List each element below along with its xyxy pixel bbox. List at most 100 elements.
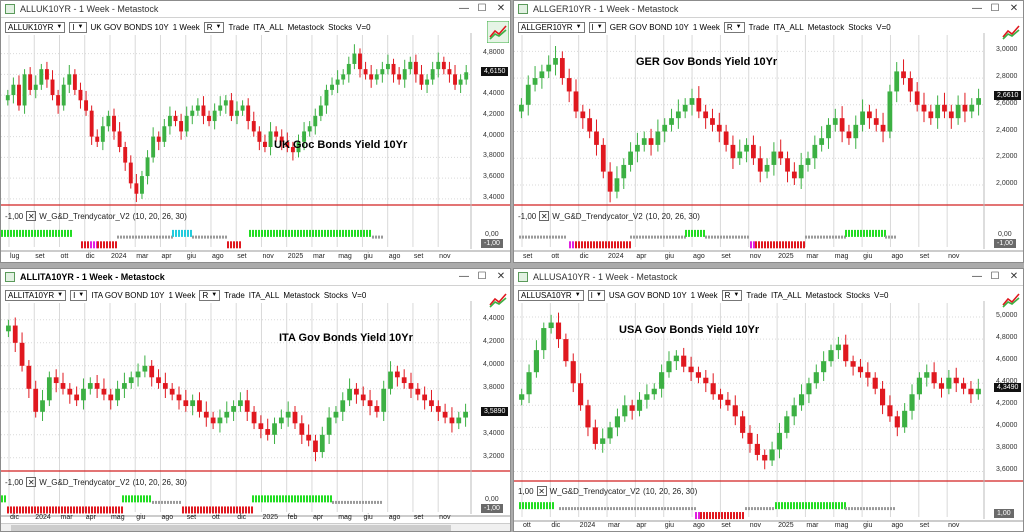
maximize-button[interactable]: ☐: [990, 271, 1000, 282]
range-select[interactable]: R ▼: [723, 21, 745, 33]
minimize-button[interactable]: —: [972, 3, 982, 14]
candle-body: [703, 377, 709, 384]
period-label: 1 Week: [168, 290, 196, 300]
candle-body: [367, 400, 373, 407]
trendycator-bar: [860, 507, 862, 511]
symbol-select[interactable]: ALLGER10YR ▼: [518, 21, 585, 33]
interval-select[interactable]: I ▼: [588, 21, 606, 33]
trendycator-bar: [587, 241, 589, 249]
candle-body: [285, 141, 290, 148]
candle-body: [968, 388, 974, 395]
trendycator-bar: [150, 235, 152, 239]
close-button[interactable]: ✕: [496, 271, 506, 282]
maximize-button[interactable]: ☐: [477, 271, 487, 282]
trendycator-bar: [546, 235, 548, 239]
candle-body: [901, 71, 906, 79]
minimize-button[interactable]: —: [972, 271, 982, 282]
close-button[interactable]: ✕: [1009, 3, 1019, 14]
trendycator-bar: [242, 506, 244, 514]
minimize-button[interactable]: —: [459, 3, 469, 14]
trendycator-bar: [854, 229, 856, 237]
horizontal-scrollbar[interactable]: [1, 523, 510, 531]
symbol-select[interactable]: ALLUSA10YR ▼: [518, 289, 584, 301]
trendycator-bar: [796, 502, 798, 510]
chevron-down-icon: ▼: [56, 24, 63, 30]
candle-body: [429, 400, 434, 407]
price-chart-usa[interactable]: [514, 269, 1024, 532]
interval-select[interactable]: I ▼: [69, 21, 87, 33]
time-axis-label: ago: [211, 253, 224, 260]
trendycator-bar: [224, 506, 226, 514]
trendycator-bar: [248, 506, 250, 514]
indicator-close-icon[interactable]: ✕: [539, 211, 550, 221]
symbol-select[interactable]: ALLITA10YR ▼: [5, 289, 67, 301]
chart-window-usa[interactable]: ALLUSA10YR - 1 Week - Metastock — ☐ ✕ ALLUSA…: [513, 268, 1024, 532]
logo-line-red: [489, 25, 507, 38]
trendycator-bar: [772, 507, 774, 511]
price-chart-ger[interactable]: [514, 1, 1024, 263]
close-button[interactable]: ✕: [1009, 271, 1019, 282]
trendycator-bar: [215, 506, 217, 514]
candle-body: [666, 361, 672, 373]
candle-body: [246, 105, 251, 122]
trendycator-bar: [764, 241, 766, 249]
candle-body: [614, 178, 620, 192]
price-chart-uk[interactable]: [1, 1, 511, 263]
candle-body: [39, 69, 44, 85]
interval-select[interactable]: I ▼: [587, 289, 605, 301]
maximize-button[interactable]: ☐: [990, 3, 1000, 14]
chart-window-ger[interactable]: ALLGER10YR - 1 Week - Metastock — ☐ ✕ ALLGER…: [513, 0, 1024, 263]
time-axis-label: giu: [863, 253, 873, 260]
trendycator-bar: [120, 235, 122, 239]
trendycator-bar: [703, 229, 705, 237]
time-axis-label: nov: [749, 253, 762, 260]
trendycator-bar: [58, 506, 60, 514]
trendycator-bar: [592, 507, 594, 511]
trendycator-bar: [128, 495, 130, 503]
minimize-button[interactable]: —: [459, 271, 469, 282]
candle-body: [240, 105, 245, 111]
close-button[interactable]: ✕: [496, 3, 506, 14]
trendycator-bar: [776, 241, 778, 249]
indicator-close-icon[interactable]: ✕: [26, 477, 37, 487]
trendycator-bar: [165, 235, 167, 239]
list-label: ITA_ALL: [770, 290, 802, 300]
candle-body: [857, 366, 864, 373]
trendycator-bar: [347, 500, 349, 504]
chart-window-uk[interactable]: ALLUK10YR - 1 Week - Metastock — ☐ ✕ ALLUK10…: [0, 0, 511, 263]
trendycator-bar: [891, 235, 893, 239]
scrollbar-thumb[interactable]: [11, 525, 451, 531]
candle-body: [573, 91, 579, 112]
candle-body: [791, 171, 797, 179]
time-axis-label: dic: [551, 522, 561, 529]
interval-select[interactable]: I ▼: [70, 289, 88, 301]
trendycator-bar: [666, 235, 668, 239]
trendycator-bar: [552, 235, 554, 239]
indicator-close-icon[interactable]: ✕: [26, 211, 37, 221]
range-select[interactable]: R ▼: [721, 289, 743, 301]
trendycator-bar: [109, 241, 111, 249]
price-chart-ita[interactable]: [1, 269, 511, 532]
candle-body: [806, 383, 812, 395]
candle-body: [268, 131, 273, 148]
trendycator-bar: [7, 506, 9, 514]
range-select[interactable]: R ▼: [203, 21, 225, 33]
trendycator-bar: [258, 495, 260, 503]
trendycator-bar: [273, 495, 275, 503]
symbol-select-value: ALLGER10YR: [521, 22, 573, 32]
candle-body: [688, 366, 694, 373]
candle-body: [585, 405, 591, 428]
symbol-select[interactable]: ALLUK10YR ▼: [5, 21, 66, 33]
range-select[interactable]: R ▼: [199, 289, 221, 301]
trendycator-bar: [748, 507, 750, 511]
candle-body: [318, 105, 323, 116]
time-axis-label: ott: [211, 514, 220, 521]
maximize-button[interactable]: ☐: [477, 3, 487, 14]
indicator-close-icon[interactable]: ✕: [536, 486, 547, 496]
candle-body: [6, 325, 11, 332]
trendycator-bar: [872, 507, 874, 511]
chart-window-ita[interactable]: ALLITA10YR - 1 Week - Metastock — ☐ ✕ ALLITA…: [0, 268, 511, 532]
time-axis-label: apr: [161, 253, 172, 260]
period-label: 1 Week: [690, 290, 718, 300]
candle-body: [265, 429, 271, 435]
